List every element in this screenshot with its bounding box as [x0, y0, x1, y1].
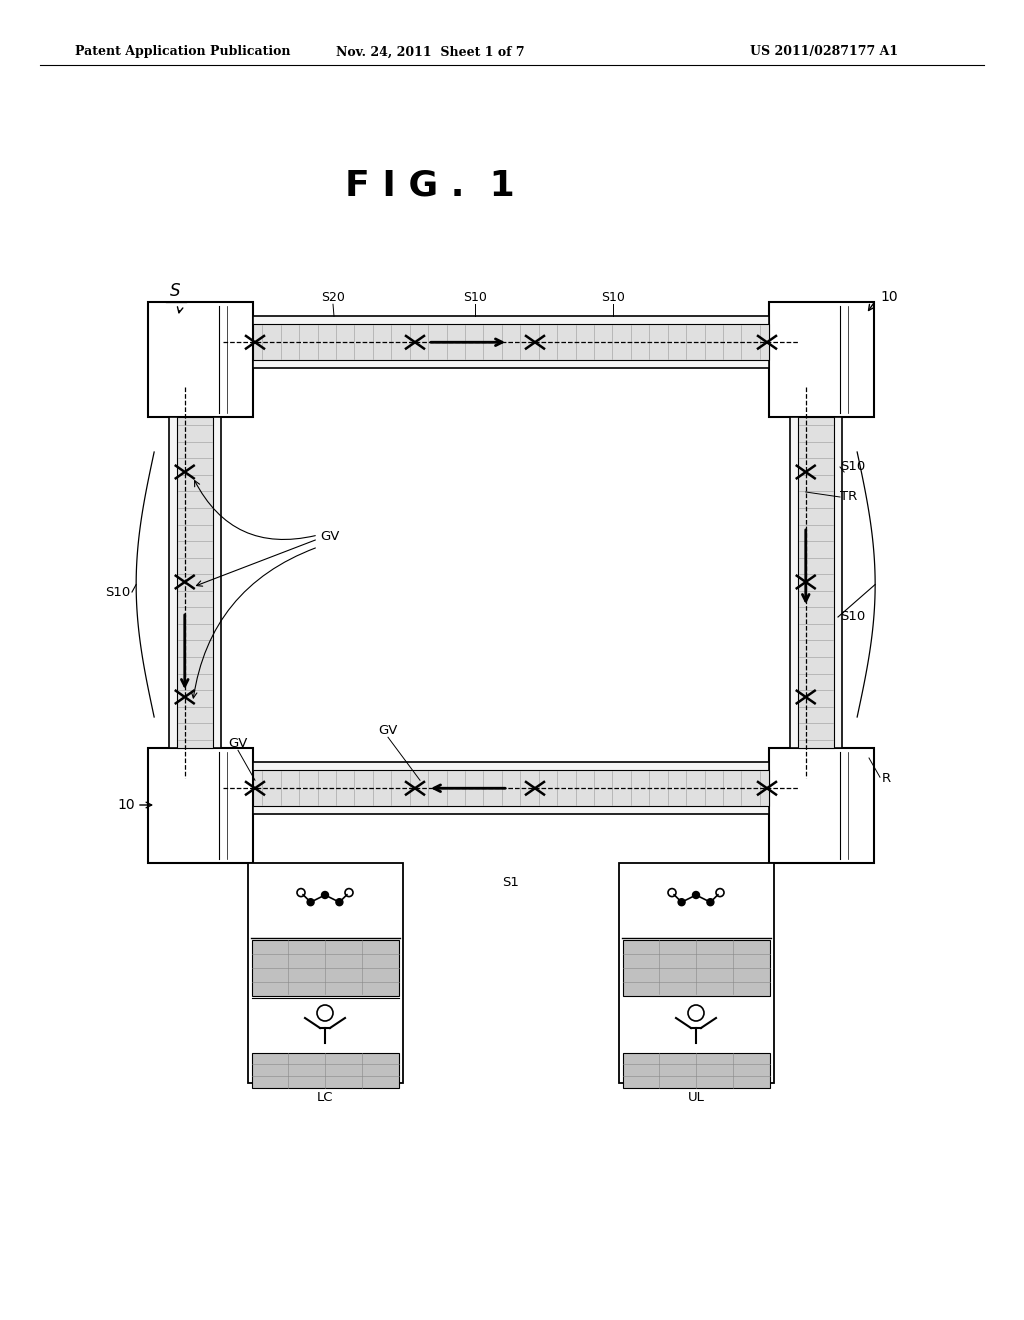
Bar [177, 417, 213, 748]
Bar [169, 417, 221, 748]
Text: US 2011/0287177 A1: US 2011/0287177 A1 [750, 45, 898, 58]
Text: S20: S20 [322, 292, 345, 304]
Circle shape [317, 1005, 333, 1020]
Circle shape [336, 899, 343, 906]
Bar [253, 771, 769, 807]
Bar [148, 302, 253, 417]
Text: Patent Application Publication: Patent Application Publication [75, 45, 291, 58]
Text: Nov. 24, 2011  Sheet 1 of 7: Nov. 24, 2011 Sheet 1 of 7 [336, 45, 524, 58]
Bar [148, 748, 253, 863]
Bar [252, 940, 399, 997]
Text: GV: GV [228, 738, 248, 750]
Text: S10: S10 [840, 610, 865, 623]
Bar [248, 863, 403, 1082]
Bar [253, 325, 769, 360]
Text: GV: GV [319, 531, 339, 544]
Bar [791, 417, 842, 748]
Text: GV: GV [378, 725, 397, 738]
Circle shape [322, 891, 329, 899]
Bar [623, 940, 770, 997]
Bar [769, 748, 874, 863]
Bar [769, 302, 874, 417]
Text: S: S [170, 282, 180, 300]
Circle shape [307, 899, 314, 906]
Circle shape [707, 899, 714, 906]
Text: S1: S1 [503, 876, 519, 890]
Bar [252, 1053, 399, 1088]
Text: 10: 10 [880, 290, 898, 304]
Circle shape [692, 891, 699, 899]
Text: 10: 10 [118, 799, 135, 812]
Text: F I G .  1: F I G . 1 [345, 168, 515, 202]
Text: R: R [882, 772, 891, 785]
Bar [253, 317, 769, 368]
Circle shape [688, 1005, 705, 1020]
Bar [798, 417, 835, 748]
Bar [618, 863, 774, 1082]
Text: LC: LC [316, 1092, 333, 1104]
Bar [253, 762, 769, 814]
Circle shape [678, 899, 685, 906]
Text: S10: S10 [840, 461, 865, 474]
Text: UL: UL [687, 1092, 705, 1104]
Bar [623, 1053, 770, 1088]
Text: S10: S10 [601, 292, 625, 304]
Text: S10: S10 [104, 586, 130, 598]
Text: TR: TR [840, 491, 857, 503]
Text: S10: S10 [463, 292, 487, 304]
